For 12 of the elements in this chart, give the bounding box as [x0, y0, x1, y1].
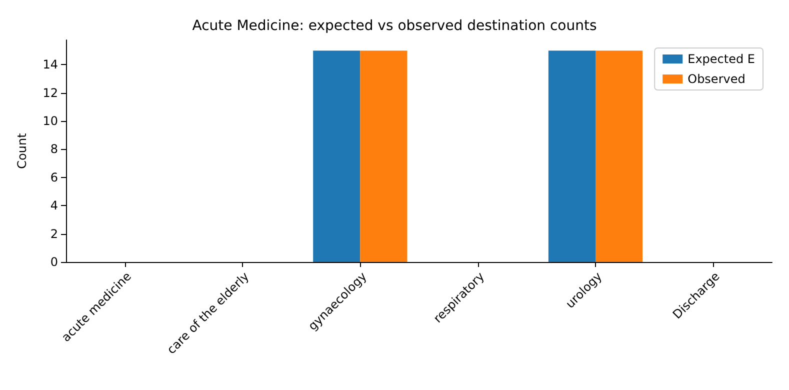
y-tick-label: 12: [42, 86, 58, 100]
y-tick-label: 0: [50, 255, 58, 269]
y-tick-label: 10: [42, 114, 58, 128]
y-tick-label: 6: [50, 170, 58, 184]
legend-label: Expected E: [688, 52, 756, 66]
y-axis-title: Count: [15, 132, 29, 169]
y-tick-label: 8: [50, 142, 58, 156]
y-tick-label: 14: [42, 58, 58, 72]
y-tick-label: 4: [50, 198, 58, 213]
y-tick-label: 2: [50, 226, 58, 241]
chart-title: Acute Medicine: expected vs observed destination counts: [192, 18, 597, 34]
legend-label: Observed: [688, 72, 746, 86]
